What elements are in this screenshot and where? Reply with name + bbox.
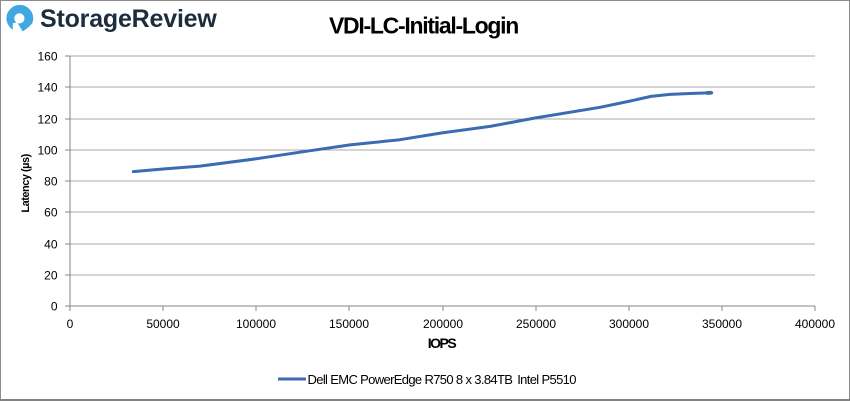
svg-text:100000: 100000 [236, 317, 276, 331]
svg-text:120: 120 [37, 112, 57, 126]
svg-text:Latency (µs): Latency (µs) [20, 153, 32, 212]
svg-text:350000: 350000 [702, 317, 742, 331]
svg-text:140: 140 [37, 80, 57, 94]
svg-text:60: 60 [44, 205, 58, 219]
svg-text:200000: 200000 [423, 317, 463, 331]
svg-text:VDI-LC-Initial-Login: VDI-LC-Initial-Login [329, 13, 518, 39]
svg-text:150000: 150000 [329, 317, 369, 331]
svg-text:IOPS: IOPS [428, 335, 457, 351]
svg-text:80: 80 [44, 174, 58, 188]
svg-text:400000: 400000 [795, 317, 835, 331]
svg-text:0: 0 [67, 317, 74, 331]
svg-text:160: 160 [37, 49, 57, 63]
svg-text:40: 40 [44, 237, 58, 251]
svg-text:0: 0 [51, 299, 58, 313]
svg-text:20: 20 [44, 268, 58, 282]
svg-text:StorageReview: StorageReview [40, 5, 217, 33]
svg-text:Dell EMC PowerEdge R750 8 x 3.: Dell EMC PowerEdge R750 8 x 3.84TB Intel… [308, 372, 577, 387]
svg-text:100: 100 [37, 143, 57, 157]
svg-text:250000: 250000 [516, 317, 556, 331]
svg-text:300000: 300000 [609, 317, 649, 331]
svg-text:50000: 50000 [146, 317, 180, 331]
